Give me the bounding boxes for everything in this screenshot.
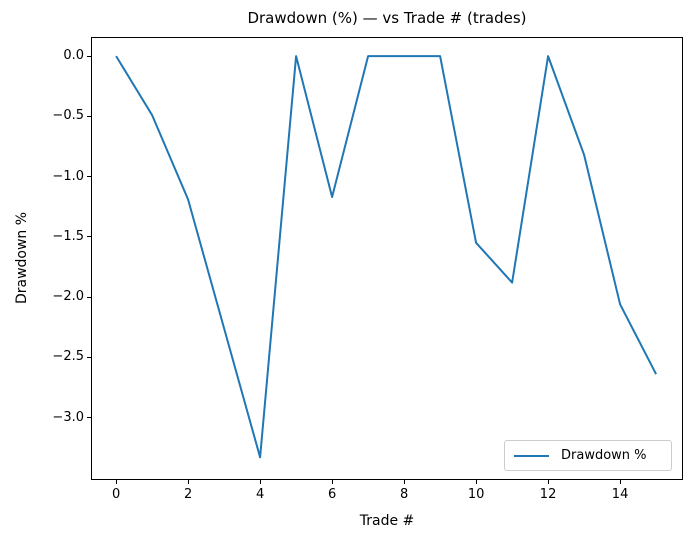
legend-box: Drawdown % — [504, 440, 672, 471]
x-tick-label: 14 — [611, 487, 629, 502]
x-tick-label: 4 — [255, 487, 265, 502]
legend-line-sample-icon — [514, 454, 549, 457]
x-tick-mark — [547, 480, 549, 484]
y-tick-mark — [87, 296, 91, 298]
y-tick-label: −1.0 — [52, 168, 84, 184]
y-tick-label: −3.0 — [52, 409, 84, 425]
y-tick-mark — [87, 356, 91, 358]
x-tick-mark — [403, 480, 405, 484]
chart-title: Drawdown (%) — vs Trade # (trades) — [247, 9, 527, 27]
y-tick-mark — [87, 55, 91, 57]
x-tick-label: 2 — [183, 487, 193, 502]
y-axis-label: Drawdown % — [14, 211, 30, 305]
x-tick-mark — [259, 480, 261, 484]
plot-area — [91, 37, 683, 480]
y-tick-mark — [87, 115, 91, 117]
y-tick-mark — [87, 417, 91, 419]
x-tick-label: 6 — [327, 487, 337, 502]
x-tick-mark — [331, 480, 333, 484]
x-tick-mark — [115, 480, 117, 484]
y-tick-label: 0.0 — [63, 48, 84, 64]
x-axis-label: Trade # — [359, 513, 415, 529]
x-tick-mark — [187, 480, 189, 484]
x-tick-label: 10 — [467, 487, 485, 502]
x-tick-mark — [619, 480, 621, 484]
line-plot-canvas — [115, 55, 657, 459]
y-tick-label: −0.5 — [52, 108, 84, 124]
legend-entry-label: Drawdown % — [561, 447, 647, 463]
x-tick-label: 0 — [111, 487, 121, 502]
y-tick-label: −1.5 — [52, 228, 84, 244]
drawdown-series-line — [115, 55, 657, 459]
y-tick-label: −2.0 — [52, 289, 84, 305]
x-tick-mark — [475, 480, 477, 484]
y-tick-mark — [87, 176, 91, 178]
y-tick-mark — [87, 236, 91, 238]
x-tick-label: 8 — [399, 487, 409, 502]
x-tick-label: 12 — [539, 487, 557, 502]
y-tick-label: −2.5 — [52, 349, 84, 365]
